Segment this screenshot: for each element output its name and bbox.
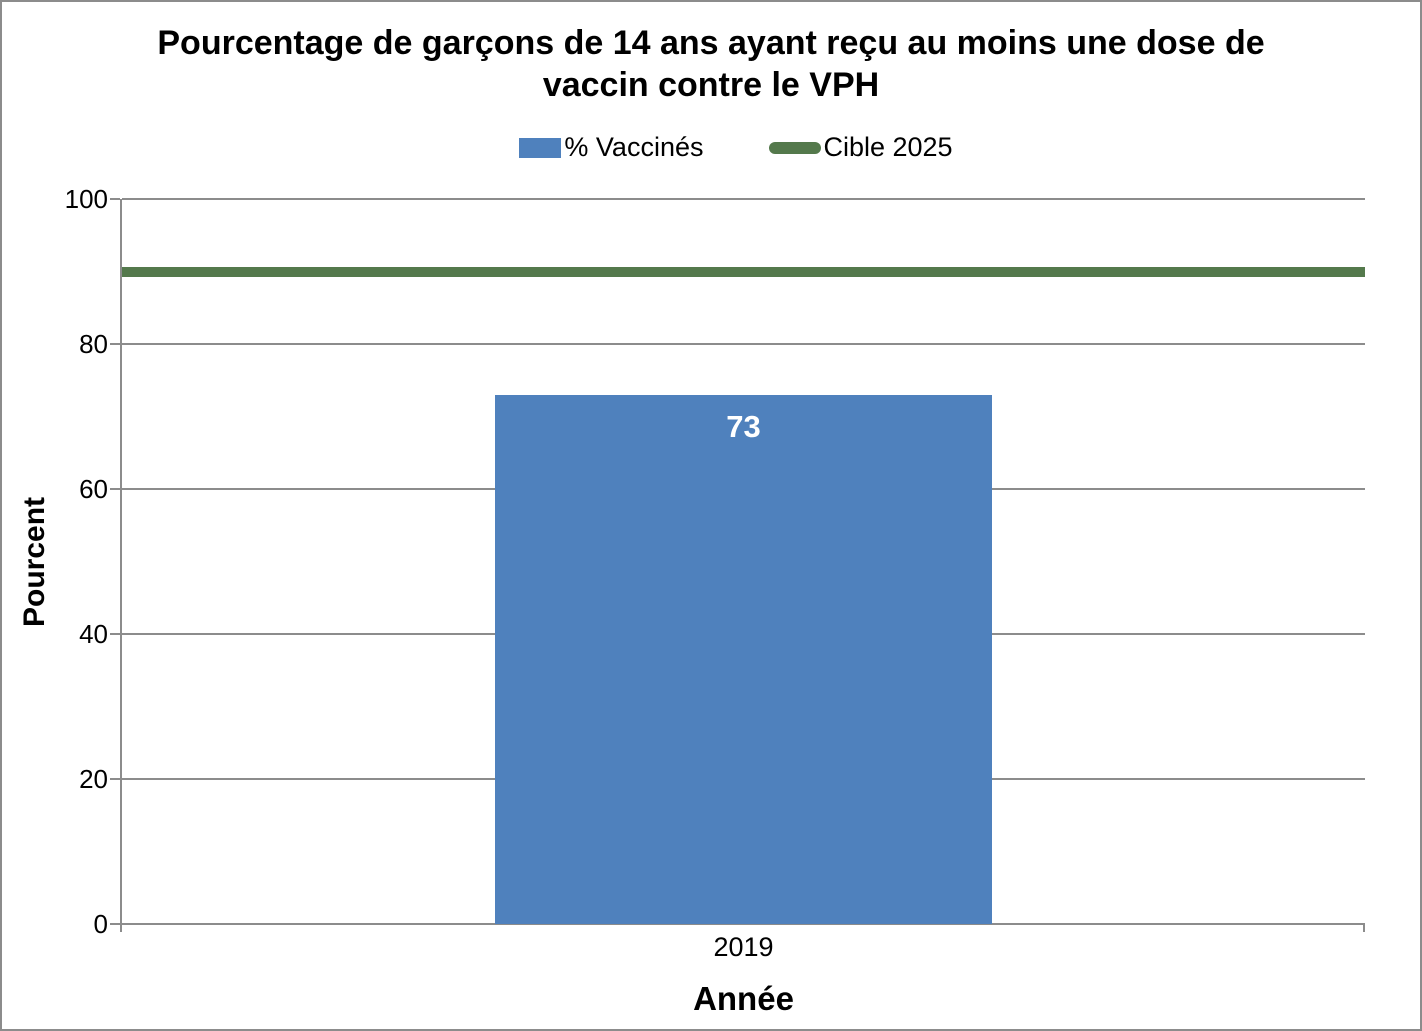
target-line-swatch-icon bbox=[769, 141, 822, 154]
bar-2019: 73 bbox=[494, 394, 993, 924]
legend: % Vaccinés Cible 2025 bbox=[27, 132, 1420, 163]
chart-title: Pourcentage de garçons de 14 ans ayant r… bbox=[2, 22, 1420, 106]
y-tick-label-0: 0 bbox=[93, 909, 108, 939]
y-tick-80 bbox=[110, 343, 120, 345]
x-tick-label-2019: 2019 bbox=[713, 932, 774, 962]
gridline-0 bbox=[122, 923, 1365, 925]
chart-title-text: Pourcentage de garçons de 14 ans ayant r… bbox=[157, 24, 1265, 104]
y-tick-label-60: 60 bbox=[79, 474, 108, 504]
x-axis-right-tick bbox=[1363, 924, 1365, 932]
x-axis-title: Année bbox=[693, 980, 794, 1017]
legend-label-target: Cible 2025 bbox=[823, 132, 953, 162]
y-tick-100 bbox=[110, 198, 120, 200]
y-tick-label-80: 80 bbox=[79, 329, 108, 359]
y-tick-40 bbox=[110, 633, 120, 635]
legend-item-vaccines: % Vaccinés bbox=[519, 132, 703, 163]
plot-area: 73 2019 bbox=[110, 198, 1365, 962]
y-tick-label-20: 20 bbox=[79, 764, 108, 794]
y-tick-0 bbox=[110, 923, 120, 925]
y-tick-20 bbox=[110, 778, 120, 780]
target-line bbox=[122, 266, 1365, 277]
y-tick-60 bbox=[110, 488, 120, 490]
legend-label-vaccines: % Vaccinés bbox=[564, 132, 704, 162]
y-tick-label-40: 40 bbox=[79, 619, 108, 649]
y-axis-title: Pourcent bbox=[18, 496, 51, 628]
bar-series-swatch-icon bbox=[519, 137, 562, 158]
legend-item-target: Cible 2025 bbox=[769, 132, 953, 163]
bar-value-label: 73 bbox=[726, 408, 761, 444]
gridline-100 bbox=[122, 198, 1365, 200]
y-axis-line bbox=[120, 199, 122, 932]
gridline-80 bbox=[122, 343, 1365, 345]
y-tick-label-100: 100 bbox=[64, 184, 108, 214]
